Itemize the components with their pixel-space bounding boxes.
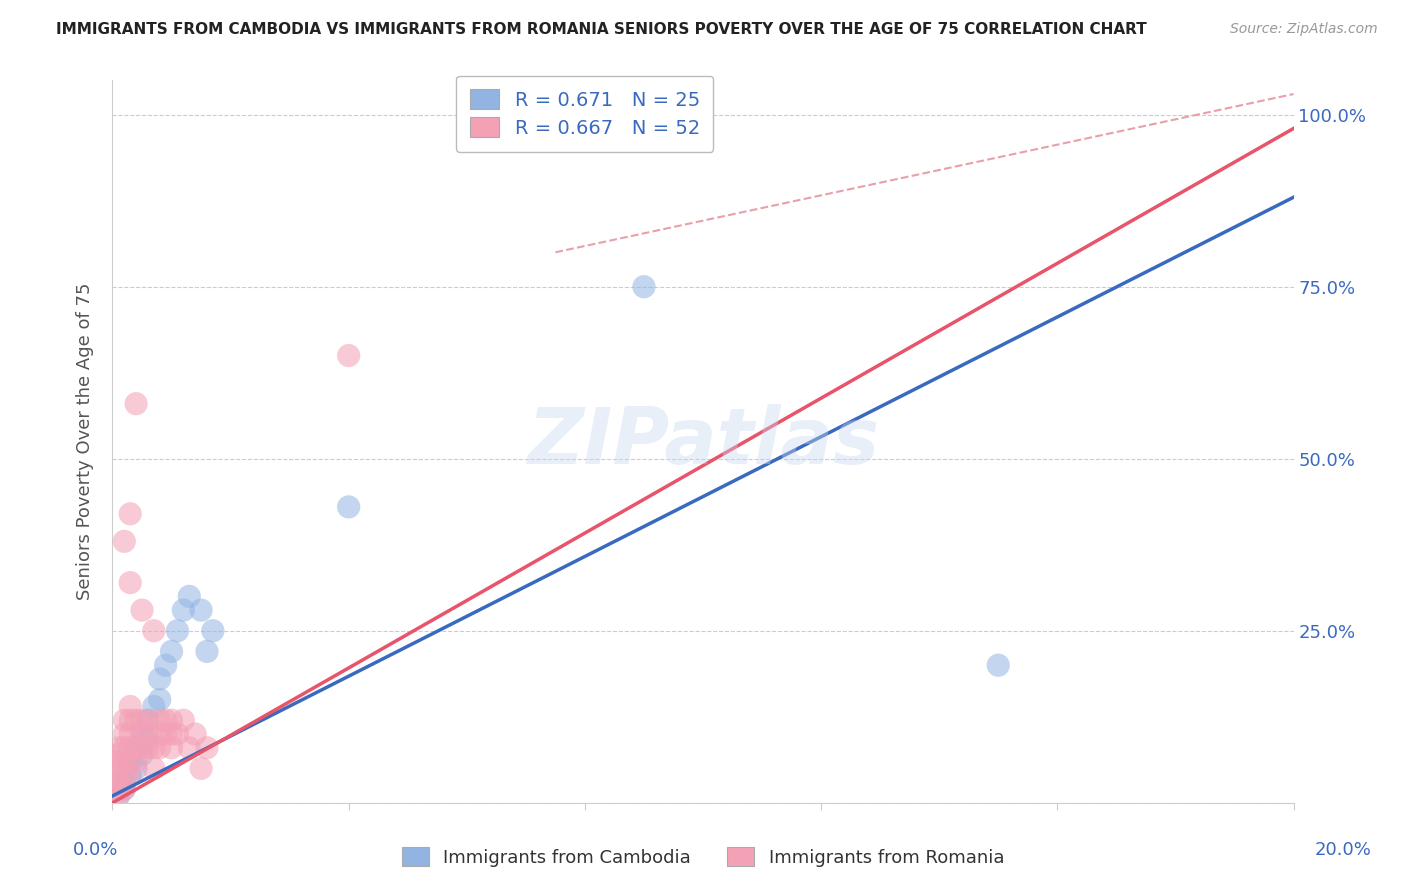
Point [120, 507, 142, 521]
Point [136, 740, 159, 755]
Point [120, 768, 142, 782]
Point [120, 768, 142, 782]
Point [112, 713, 135, 727]
Point [160, 740, 183, 755]
Point [125, 761, 148, 775]
Point [120, 699, 142, 714]
Point [112, 775, 135, 789]
Point [112, 782, 135, 797]
Point [155, 727, 177, 741]
Point [337, 500, 360, 514]
Point [149, 672, 172, 686]
Point [131, 740, 153, 755]
Point [107, 782, 129, 797]
Point [149, 692, 172, 706]
Point [172, 603, 194, 617]
Point [149, 713, 172, 727]
Point [190, 761, 212, 775]
Point [142, 699, 165, 714]
Point [107, 747, 129, 762]
Point [107, 789, 129, 803]
Point [149, 740, 172, 755]
Point [125, 713, 148, 727]
Legend: Immigrants from Cambodia, Immigrants from Romania: Immigrants from Cambodia, Immigrants fro… [395, 840, 1011, 874]
Point [125, 755, 148, 769]
Point [142, 761, 165, 775]
Point [160, 644, 183, 658]
Point [142, 624, 165, 638]
Point [107, 775, 129, 789]
Point [190, 603, 212, 617]
Point [131, 727, 153, 741]
Point [120, 713, 142, 727]
Point [179, 590, 201, 604]
Y-axis label: Seniors Poverty Over the Age of 75: Seniors Poverty Over the Age of 75 [76, 283, 94, 600]
Point [131, 713, 153, 727]
Point [136, 713, 159, 727]
Point [120, 727, 142, 741]
Point [107, 789, 129, 803]
Point [633, 279, 655, 293]
Point [107, 768, 129, 782]
Point [172, 713, 194, 727]
Text: 0.0%: 0.0% [73, 840, 118, 858]
Point [120, 575, 142, 590]
Point [149, 727, 172, 741]
Point [179, 740, 201, 755]
Point [112, 740, 135, 755]
Point [166, 624, 188, 638]
Point [142, 740, 165, 755]
Point [112, 755, 135, 769]
Point [184, 727, 207, 741]
Point [160, 727, 183, 741]
Text: Source: ZipAtlas.com: Source: ZipAtlas.com [1230, 22, 1378, 37]
Point [120, 740, 142, 755]
Point [112, 768, 135, 782]
Point [120, 755, 142, 769]
Point [201, 624, 224, 638]
Point [155, 713, 177, 727]
Point [160, 713, 183, 727]
Point [337, 349, 360, 363]
Point [136, 727, 159, 741]
Point [112, 727, 135, 741]
Point [131, 603, 153, 617]
Text: 20.0%: 20.0% [1315, 840, 1371, 858]
Point [155, 658, 177, 673]
Point [107, 740, 129, 755]
Point [136, 713, 159, 727]
Point [987, 658, 1010, 673]
Legend: R = 0.671   N = 25, R = 0.667   N = 52: R = 0.671 N = 25, R = 0.667 N = 52 [457, 76, 713, 152]
Text: IMMIGRANTS FROM CAMBODIA VS IMMIGRANTS FROM ROMANIA SENIORS POVERTY OVER THE AGE: IMMIGRANTS FROM CAMBODIA VS IMMIGRANTS F… [56, 22, 1147, 37]
Point [195, 644, 218, 658]
Point [166, 727, 188, 741]
Point [125, 740, 148, 755]
Point [107, 755, 129, 769]
Point [112, 534, 135, 549]
Text: ZIPatlas: ZIPatlas [527, 403, 879, 480]
Point [131, 747, 153, 762]
Point [136, 734, 159, 748]
Point [131, 727, 153, 741]
Point [125, 740, 148, 755]
Point [125, 397, 148, 411]
Point [112, 782, 135, 797]
Point [120, 755, 142, 769]
Point [107, 761, 129, 775]
Point [195, 740, 218, 755]
